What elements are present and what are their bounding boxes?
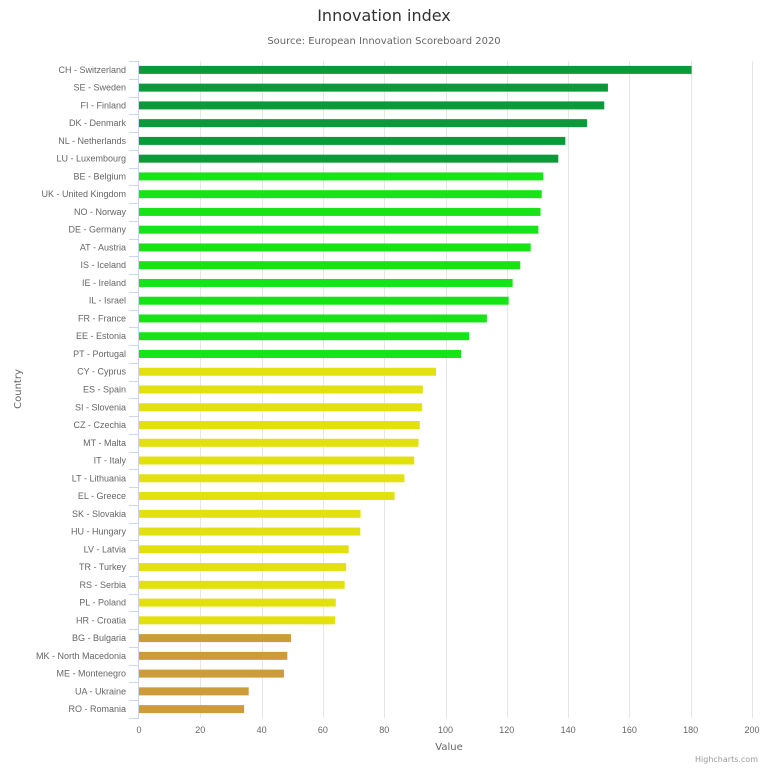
category-label: LU - Luxembourg <box>56 154 126 164</box>
value-tick-label: 20 <box>195 725 205 735</box>
bar[interactable] <box>139 243 531 252</box>
bar[interactable] <box>139 403 423 412</box>
category-label: PL - Poland <box>79 598 126 608</box>
value-tick-label: 160 <box>622 725 637 735</box>
category-label: FR - France <box>78 313 126 323</box>
bar[interactable] <box>139 385 423 394</box>
bar[interactable] <box>139 225 539 234</box>
category-label: HR - Croatia <box>76 615 126 625</box>
value-tick-label: 180 <box>683 725 698 735</box>
bar[interactable] <box>139 349 462 358</box>
bar[interactable] <box>139 492 395 501</box>
category-label: IS - Iceland <box>80 260 126 270</box>
category-label: IT - Italy <box>94 456 127 466</box>
category-label: EL - Greece <box>78 491 126 501</box>
value-axis: 0 20 40 60 80 100 120 140 160 180 200 <box>136 725 759 735</box>
bar[interactable] <box>139 207 541 216</box>
category-label: ME - Montenegro <box>56 669 126 679</box>
bar[interactable] <box>139 705 245 714</box>
category-label: SK - Slovakia <box>72 509 126 519</box>
value-tick-label: 140 <box>561 725 576 735</box>
category-label: UA - Ukraine <box>75 686 126 696</box>
bar[interactable] <box>139 172 544 181</box>
category-axis: CH - Switzerland SE - Sweden FI - Finland D… <box>36 61 139 719</box>
value-tick-label: 40 <box>257 725 267 735</box>
value-tick-label: 60 <box>318 725 328 735</box>
category-label: CH - Switzerland <box>58 65 126 75</box>
bar[interactable] <box>139 527 361 536</box>
bar[interactable] <box>139 509 361 518</box>
chart-subtitle: Source: European Innovation Scoreboard 2… <box>267 36 500 47</box>
bar[interactable] <box>139 314 487 323</box>
bar-series <box>139 65 692 714</box>
category-label: BE - Belgium <box>73 171 126 181</box>
category-label: AT - Austria <box>80 242 126 252</box>
category-label: LV - Latvia <box>84 544 126 554</box>
category-label: RO - Romania <box>68 704 126 714</box>
category-label: CY - Cyprus <box>77 367 126 377</box>
value-tick-label: 100 <box>438 725 453 735</box>
category-axis-title: Country <box>13 369 24 409</box>
bar[interactable] <box>139 296 509 305</box>
category-label: MT - Malta <box>83 438 126 448</box>
bar[interactable] <box>139 119 588 128</box>
bar[interactable] <box>139 598 336 607</box>
category-label: RS - Serbia <box>79 580 126 590</box>
bar[interactable] <box>139 651 288 660</box>
bar[interactable] <box>139 669 284 678</box>
bar[interactable] <box>139 687 249 696</box>
bar[interactable] <box>139 190 542 199</box>
category-label: ES - Spain <box>83 385 126 395</box>
category-label: EE - Estonia <box>76 331 126 341</box>
bar[interactable] <box>139 154 559 163</box>
category-label: IL - Israel <box>89 296 126 306</box>
bar[interactable] <box>139 367 436 376</box>
category-label: UK - United Kingdom <box>41 189 126 199</box>
bar[interactable] <box>139 421 420 430</box>
category-label: FI - Finland <box>80 100 126 110</box>
category-label: TR - Turkey <box>79 562 127 572</box>
bar[interactable] <box>139 580 345 589</box>
value-axis-title: Value <box>435 742 462 753</box>
credits-link[interactable]: Highcharts.com <box>695 755 758 764</box>
bar[interactable] <box>139 261 521 270</box>
bar[interactable] <box>139 101 605 110</box>
value-tick-label: 0 <box>136 725 141 735</box>
value-tick-label: 80 <box>379 725 389 735</box>
category-label: HU - Hungary <box>71 527 127 537</box>
bar[interactable] <box>139 83 608 92</box>
category-label: SE - Sweden <box>73 83 126 93</box>
category-label: DK - Denmark <box>69 118 127 128</box>
category-label: LT - Lithuania <box>72 473 126 483</box>
category-label: NO - Norway <box>74 207 127 217</box>
bar[interactable] <box>139 616 336 625</box>
category-label: BG - Bulgaria <box>72 633 126 643</box>
category-label: IE - Ireland <box>82 278 126 288</box>
bar[interactable] <box>139 456 415 465</box>
bar[interactable] <box>139 65 692 74</box>
bar[interactable] <box>139 278 513 287</box>
category-label: NL - Netherlands <box>58 136 126 146</box>
bar[interactable] <box>139 563 347 572</box>
bar[interactable] <box>139 438 419 447</box>
category-label: CZ - Czechia <box>73 420 126 430</box>
value-tick-label: 120 <box>499 725 514 735</box>
bar[interactable] <box>139 634 292 643</box>
category-label: MK - North Macedonia <box>36 651 126 661</box>
chart-title: Innovation index <box>317 6 451 25</box>
category-label: DE - Germany <box>68 225 126 235</box>
bar[interactable] <box>139 332 470 341</box>
category-label: SI - Slovenia <box>75 402 126 412</box>
category-label: PT - Portugal <box>73 349 126 359</box>
grid-lines <box>200 61 753 718</box>
bar[interactable] <box>139 136 566 145</box>
bar[interactable] <box>139 545 349 554</box>
value-tick-label: 200 <box>744 725 759 735</box>
bar[interactable] <box>139 474 405 483</box>
